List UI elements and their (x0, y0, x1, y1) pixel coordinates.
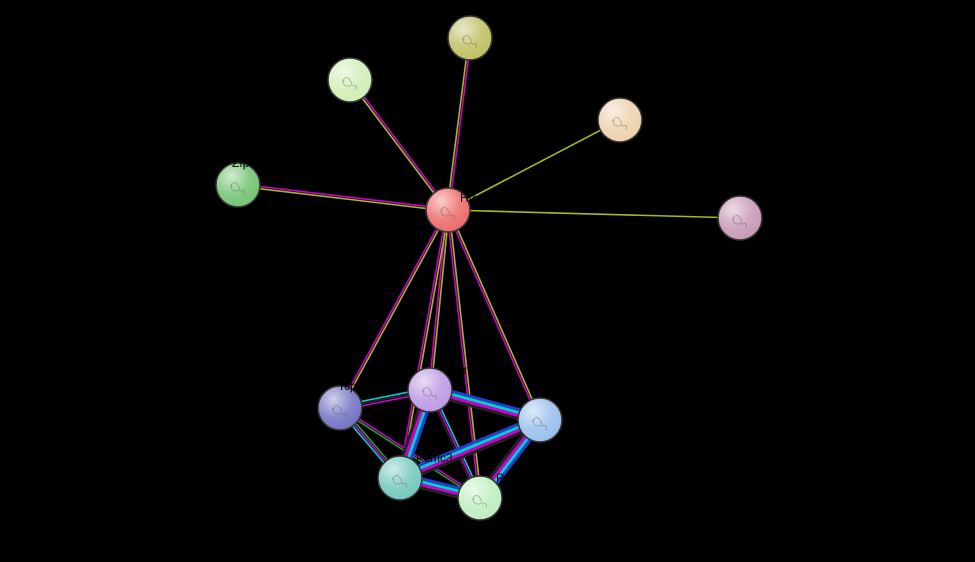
edge-htra3-zfp64 (238, 184, 448, 209)
edge-htra3-crppa (351, 79, 449, 209)
node-label-crppa: Crppa (368, 55, 401, 69)
node-label-psmc3: Psmc3 (416, 451, 453, 465)
node-wfdc1[interactable] (598, 98, 642, 142)
node-label-htra3: Htra3 (460, 191, 490, 205)
edge-htra3-birc6 (449, 38, 471, 210)
node-label-psmc6: Psmc6 (496, 471, 533, 485)
node-label-gak: Gak (754, 191, 777, 205)
node-label-zfp64: Zfp64 (232, 156, 263, 170)
network-graph: Htra3 Birc6 Crppa Wfdc1 Zfp64 Gak Tcp1 Psmd1 Psm… (0, 0, 975, 562)
node-label-wfdc1: Wfdc1 (638, 95, 672, 109)
edge-htra3-psmc4 (449, 210, 541, 420)
node-label-birc6: Birc6 (488, 13, 516, 27)
node-label-tcp1: Tcp1 (338, 379, 364, 393)
node-label-psmc4: Psmc4 (556, 393, 593, 407)
node-birc6[interactable] (448, 16, 492, 60)
edge-htra3-zfp64 (238, 186, 448, 211)
edge-htra3-gak (448, 210, 740, 218)
node-label-psmd1: Psmd1 (446, 363, 484, 377)
edge-htra3-crppa (349, 81, 447, 211)
node-crppa[interactable] (328, 58, 372, 102)
edge-htra3-psmc3 (399, 210, 447, 478)
edge-htra3-birc6 (447, 38, 469, 210)
